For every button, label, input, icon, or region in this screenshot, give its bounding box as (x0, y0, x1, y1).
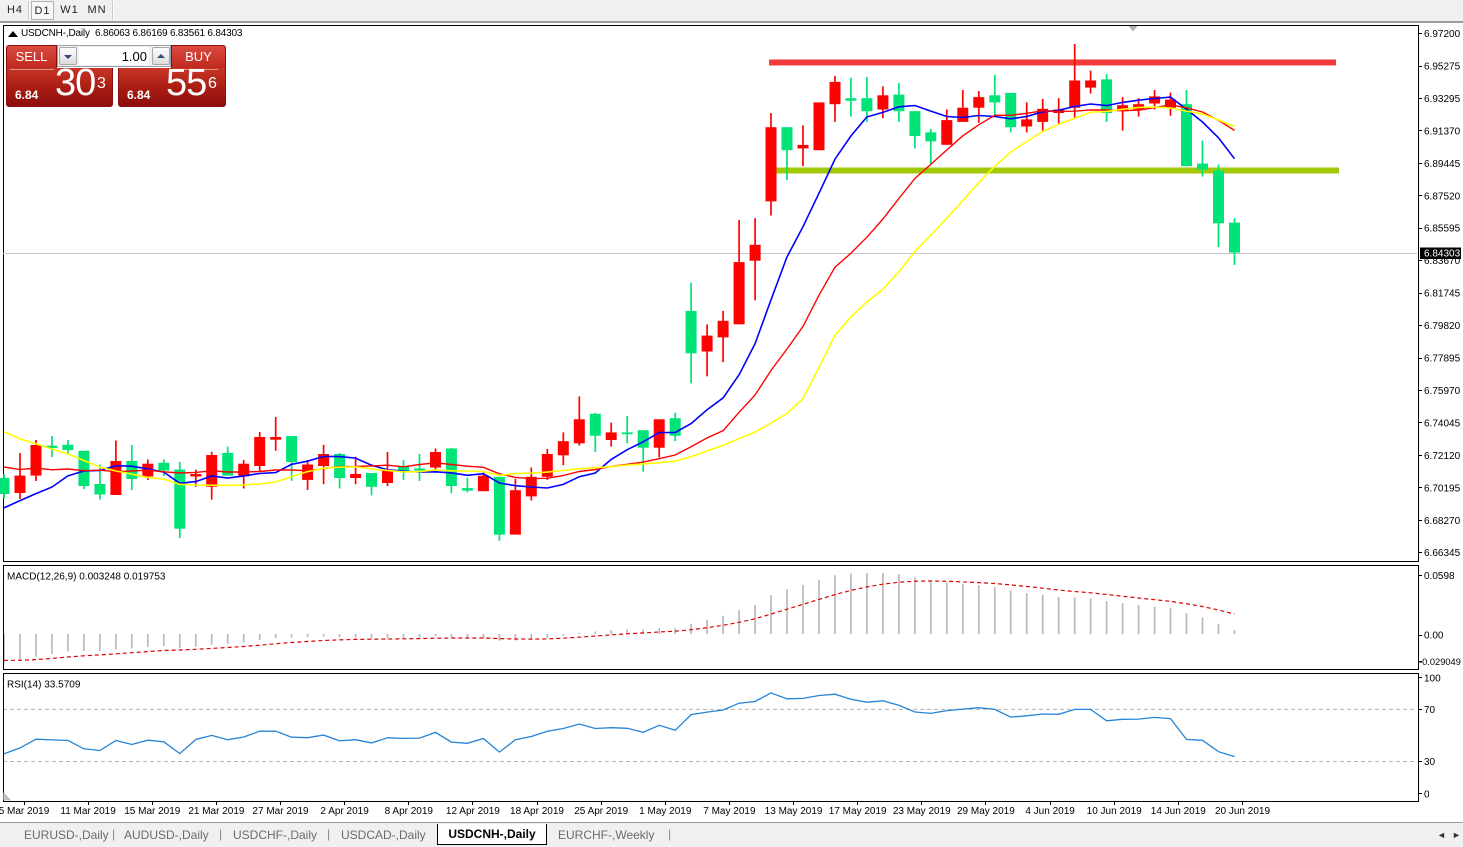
svg-text:6.89445: 6.89445 (1424, 159, 1461, 170)
svg-text:6.83670: 6.83670 (1424, 256, 1461, 267)
svg-text:2 Apr 2019: 2 Apr 2019 (320, 806, 369, 817)
svg-text:6.91370: 6.91370 (1424, 126, 1461, 137)
svg-text:6.84303: 6.84303 (1424, 249, 1461, 260)
svg-text:1 May 2019: 1 May 2019 (639, 806, 692, 817)
svg-text:6.85595: 6.85595 (1424, 224, 1461, 235)
svg-text:12 Apr 2019: 12 Apr 2019 (446, 806, 500, 817)
svg-text:6.97200: 6.97200 (1424, 29, 1461, 40)
svg-text:100: 100 (1424, 673, 1441, 684)
svg-text:15 Mar 2019: 15 Mar 2019 (124, 806, 181, 817)
svg-text:RSI(14) 33.5709: RSI(14) 33.5709 (7, 680, 81, 691)
svg-text:29 May 2019: 29 May 2019 (957, 806, 1015, 817)
svg-text:6.74045: 6.74045 (1424, 418, 1461, 429)
svg-text:6.93295: 6.93295 (1424, 94, 1461, 105)
svg-text:6.81745: 6.81745 (1424, 289, 1461, 300)
svg-text:21 Mar 2019: 21 Mar 2019 (188, 806, 245, 817)
svg-text:13 May 2019: 13 May 2019 (765, 806, 823, 817)
svg-text:6.70195: 6.70195 (1424, 483, 1461, 494)
svg-text:6.77895: 6.77895 (1424, 354, 1461, 365)
svg-text:30: 30 (1424, 757, 1436, 768)
svg-text:8 Apr 2019: 8 Apr 2019 (385, 806, 434, 817)
svg-text:14 Jun 2019: 14 Jun 2019 (1151, 806, 1206, 817)
svg-text:0.0598: 0.0598 (1424, 571, 1455, 582)
svg-text:MACD(12,26,9) 0.003248 0.01975: MACD(12,26,9) 0.003248 0.019753 (7, 572, 166, 583)
svg-text:6.87520: 6.87520 (1424, 191, 1461, 202)
svg-text:23 May 2019: 23 May 2019 (893, 806, 951, 817)
svg-text:6.95275: 6.95275 (1424, 62, 1461, 73)
svg-text:0.00: 0.00 (1424, 631, 1444, 642)
svg-text:6.68270: 6.68270 (1424, 516, 1461, 527)
svg-text:20 Jun 2019: 20 Jun 2019 (1215, 806, 1270, 817)
svg-text:-0.029049: -0.029049 (1419, 657, 1461, 667)
svg-text:7 May 2019: 7 May 2019 (703, 806, 756, 817)
svg-text:70: 70 (1424, 705, 1436, 716)
svg-text:18 Apr 2019: 18 Apr 2019 (510, 806, 564, 817)
svg-text:25 Apr 2019: 25 Apr 2019 (574, 806, 628, 817)
svg-text:17 May 2019: 17 May 2019 (829, 806, 887, 817)
svg-text:6.75970: 6.75970 (1424, 386, 1461, 397)
svg-text:4 Jun 2019: 4 Jun 2019 (1025, 806, 1075, 817)
svg-text:5 Mar 2019: 5 Mar 2019 (0, 806, 50, 817)
svg-text:27 Mar 2019: 27 Mar 2019 (252, 806, 309, 817)
svg-text:10 Jun 2019: 10 Jun 2019 (1087, 806, 1142, 817)
svg-text:6.79820: 6.79820 (1424, 321, 1461, 332)
svg-text:6.66345: 6.66345 (1424, 548, 1461, 559)
svg-text:0: 0 (1424, 789, 1430, 800)
svg-text:11 Mar 2019: 11 Mar 2019 (60, 806, 116, 817)
svg-text:6.72120: 6.72120 (1424, 451, 1461, 462)
